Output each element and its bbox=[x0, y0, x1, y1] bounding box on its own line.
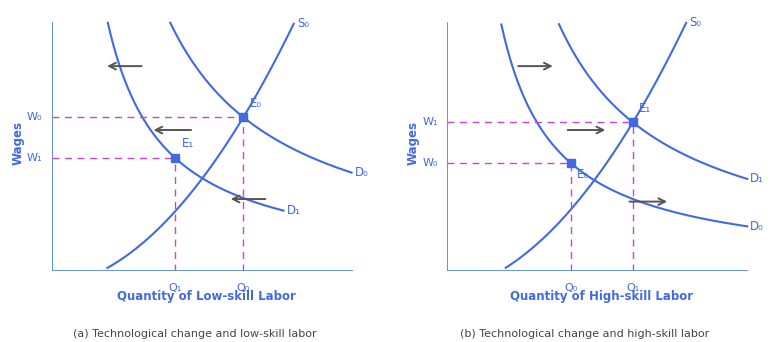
Text: E₀: E₀ bbox=[577, 168, 589, 181]
Text: W₀: W₀ bbox=[423, 158, 438, 168]
X-axis label: Quantity of High-skill Labor: Quantity of High-skill Labor bbox=[510, 290, 693, 303]
Text: W₁: W₁ bbox=[423, 117, 438, 127]
Text: D₀: D₀ bbox=[750, 220, 764, 233]
Text: Q₁: Q₁ bbox=[168, 284, 182, 293]
Text: Wages: Wages bbox=[407, 121, 420, 165]
Text: E₁: E₁ bbox=[639, 102, 651, 115]
Text: D₁: D₁ bbox=[750, 172, 764, 185]
Text: E₁: E₁ bbox=[182, 137, 193, 150]
Text: S₀: S₀ bbox=[690, 16, 701, 29]
Text: Q₀: Q₀ bbox=[236, 284, 250, 293]
Text: (b) Technological change and high-skill labor: (b) Technological change and high-skill … bbox=[460, 329, 710, 339]
Text: W₀: W₀ bbox=[27, 112, 42, 122]
Text: Q₀: Q₀ bbox=[565, 284, 578, 293]
X-axis label: Quantity of Low-skill Labor: Quantity of Low-skill Labor bbox=[117, 290, 296, 303]
Text: S₀: S₀ bbox=[297, 17, 309, 30]
Text: W₁: W₁ bbox=[27, 153, 42, 163]
Text: E₀: E₀ bbox=[250, 96, 261, 109]
Text: Wages: Wages bbox=[11, 121, 24, 165]
Text: Q₁: Q₁ bbox=[626, 284, 640, 293]
Text: D₀: D₀ bbox=[355, 166, 368, 179]
Text: D₁: D₁ bbox=[286, 204, 300, 217]
Text: (a) Technological change and low-skill labor: (a) Technological change and low-skill l… bbox=[73, 329, 317, 339]
